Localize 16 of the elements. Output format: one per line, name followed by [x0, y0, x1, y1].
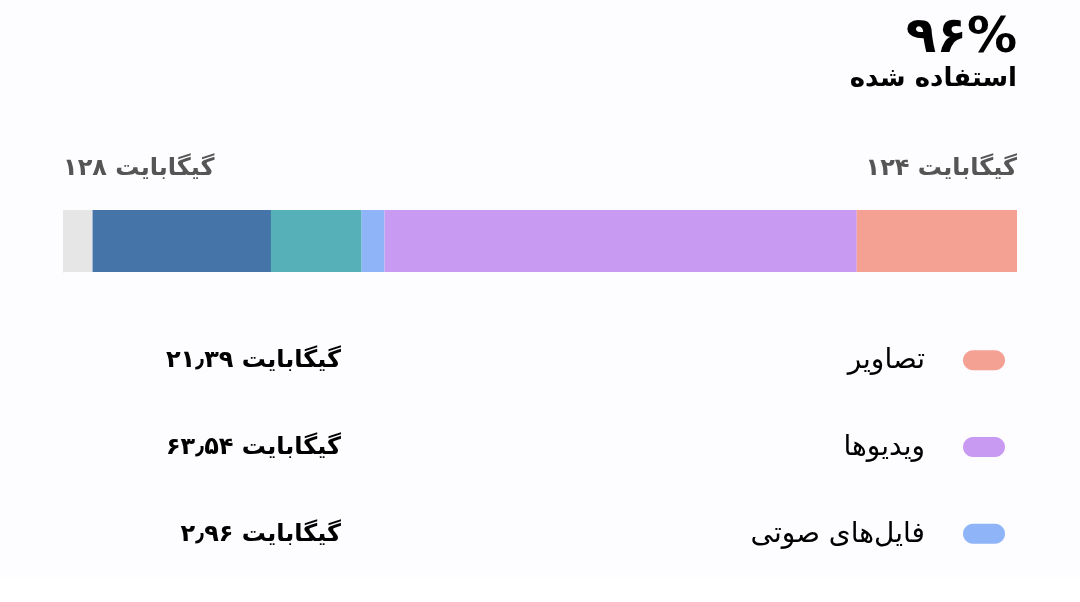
- bar: [270, 210, 362, 272]
- text: ۶۳٫۵۴ گیگابایت: [165, 432, 342, 460]
- bar: [63, 210, 93, 272]
- bar: [92, 210, 271, 272]
- chart-subtitle: استفاده شده: [849, 62, 1017, 92]
- text: ۱۲۴ گیگابایت: [865, 153, 1018, 181]
- text: ۲٫۹۶ گیگابایت: [180, 518, 342, 547]
- legend-label: ویدیوها: [843, 429, 925, 462]
- legend-label: فایل‌های صوتی: [750, 515, 925, 549]
- legend-label: تصاویر: [845, 342, 925, 376]
- text: ۲۱٫۳۹ گیگابایت: [165, 345, 342, 374]
- bar: [856, 210, 1017, 272]
- bar: [384, 210, 857, 272]
- text: ۱۲۸ گیگابایت: [63, 153, 215, 181]
- bar: [361, 210, 385, 272]
- chart-title: ۹۶%: [905, 6, 1017, 64]
